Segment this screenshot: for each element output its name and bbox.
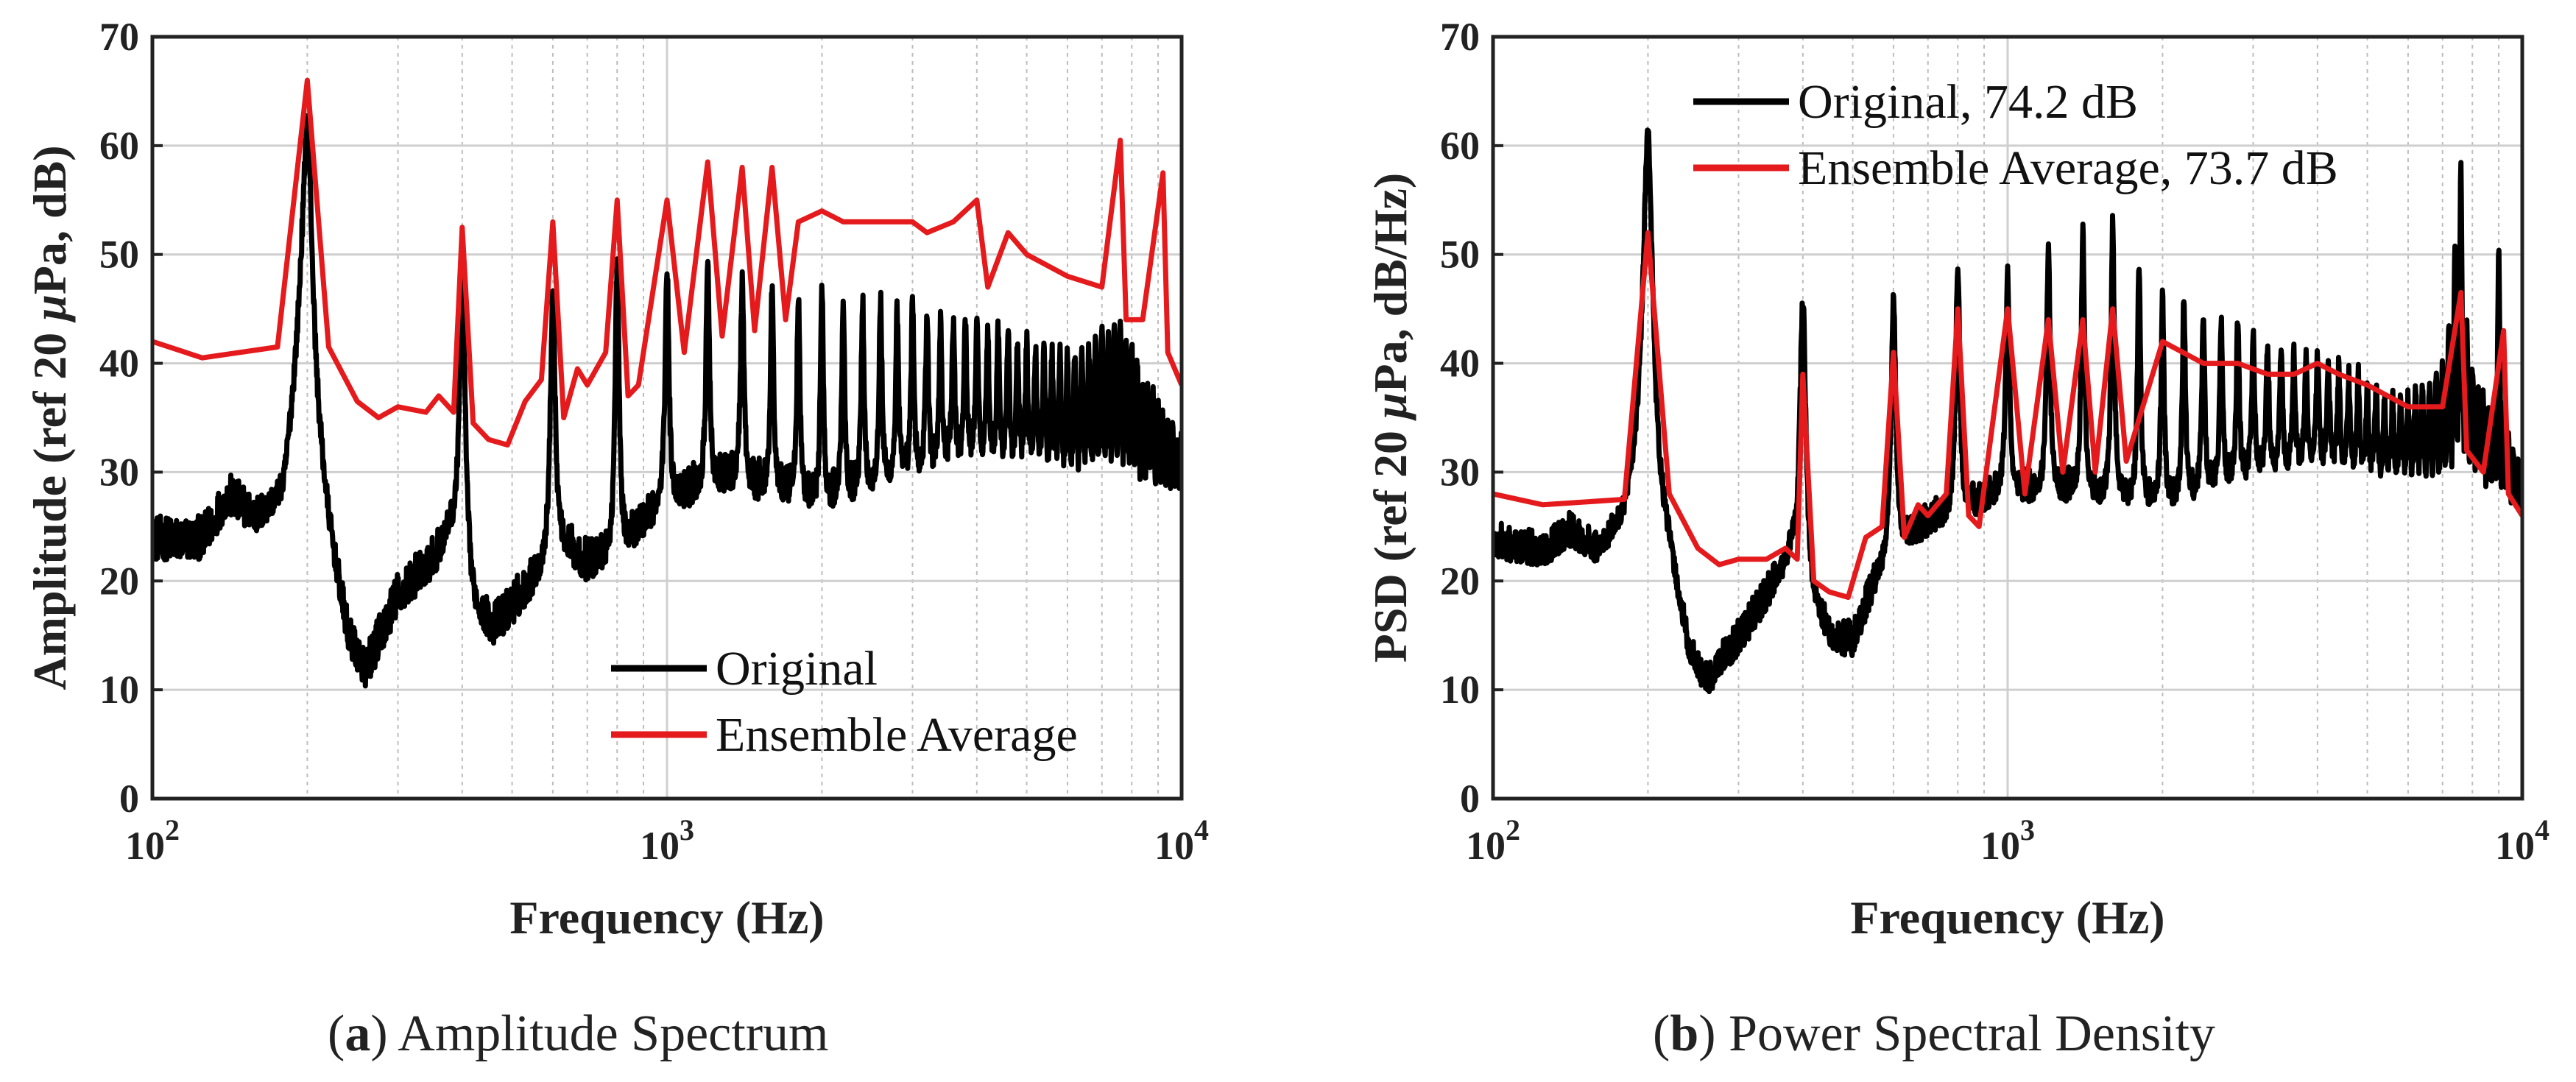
y-tick-label: 30 [1440, 450, 1480, 494]
axes-frame [150, 35, 1184, 801]
x-tick-label: 102 [125, 813, 180, 868]
x-tick-exponent: 3 [2020, 813, 2035, 846]
caption-a: (a) Amplitude Spectrum [328, 1005, 829, 1062]
series-line-original [1493, 127, 2522, 695]
y-tick-label: 20 [1440, 559, 1480, 603]
y-axis-label-part: Pa, dB/Hz) [1364, 173, 1416, 393]
y-axis-label-part: Pa, dB) [24, 145, 76, 294]
y-tick-label: 0 [1460, 777, 1480, 821]
x-tick-base: 10 [125, 824, 165, 868]
x-tick-base: 10 [1980, 824, 2020, 868]
y-tick-label: 50 [1440, 233, 1480, 277]
x-tick-label: 103 [640, 813, 694, 868]
y-tick-label: 60 [99, 124, 139, 168]
y-tick-label: 70 [99, 15, 139, 59]
x-tick-exponent: 3 [680, 813, 694, 846]
x-tick-base: 10 [1466, 824, 1506, 868]
series-lines [1493, 127, 2522, 695]
y-axis-label-part: μ [24, 294, 76, 323]
caption-b: (b) Power Spectral Density [1653, 1005, 2216, 1062]
y-tick-label: 10 [1440, 668, 1480, 712]
y-axis-label-part: Amplitude (ref 20 [24, 321, 76, 690]
axes-frame [1491, 35, 2524, 801]
x-tick-label: 103 [1980, 813, 2035, 868]
y-axis-label: Amplitude (ref 20 μPa, dB) [24, 145, 76, 690]
y-tick-label: 0 [119, 777, 139, 821]
legend: Original Ensemble Average [611, 642, 1078, 762]
y-tick-label: 50 [99, 233, 139, 277]
caption-b-text: Power Spectral Density [1715, 1005, 2216, 1062]
y-tick-label: 70 [1440, 15, 1480, 59]
x-tick-base: 10 [2495, 824, 2535, 868]
x-tick-exponent: 4 [1194, 813, 1209, 846]
x-tick-label: 104 [2495, 813, 2549, 868]
x-axis-label: Frequency (Hz) [509, 891, 824, 944]
y-tick-label: 40 [1440, 342, 1480, 386]
y-tick-label: 30 [99, 450, 139, 494]
x-tick-label: 102 [1466, 813, 1520, 868]
caption-a-letter: a [345, 1005, 371, 1062]
y-tick-label: 40 [99, 342, 139, 386]
legend-label: Original [716, 642, 878, 696]
y-axis-label-part: PSD (ref 20 [1364, 419, 1416, 662]
y-tick-label: 10 [99, 668, 139, 712]
x-tick-exponent: 4 [2535, 813, 2549, 846]
caption-b-letter: b [1670, 1005, 1699, 1062]
y-tick-label: 20 [99, 559, 139, 603]
x-tick-exponent: 2 [1506, 813, 1520, 846]
series-line-original [152, 113, 1182, 689]
series-line-ensemble-average [1493, 230, 2522, 600]
legend-label: Ensemble Average [716, 708, 1078, 762]
y-axis-label: PSD (ref 20 μPa, dB/Hz) [1364, 173, 1416, 662]
x-tick-base: 10 [640, 824, 680, 868]
legend-label: Ensemble Average, 73.7 dB [1798, 141, 2338, 195]
caption-a-text: Amplitude Spectrum [387, 1005, 829, 1062]
y-axis-label-part: μ [1364, 392, 1416, 421]
x-tick-base: 10 [1154, 824, 1194, 868]
y-tick-label: 60 [1440, 124, 1480, 168]
series-lines [152, 77, 1182, 689]
x-axis-label: Frequency (Hz) [1850, 891, 2164, 944]
legend-label: Original, 74.2 dB [1798, 75, 2138, 129]
legend: Original, 74.2 dB Ensemble Average, 73.7 … [1693, 75, 2338, 195]
x-tick-label: 104 [1154, 813, 1209, 868]
x-tick-exponent: 2 [165, 813, 180, 846]
series-line-ensemble-average [152, 77, 1182, 448]
